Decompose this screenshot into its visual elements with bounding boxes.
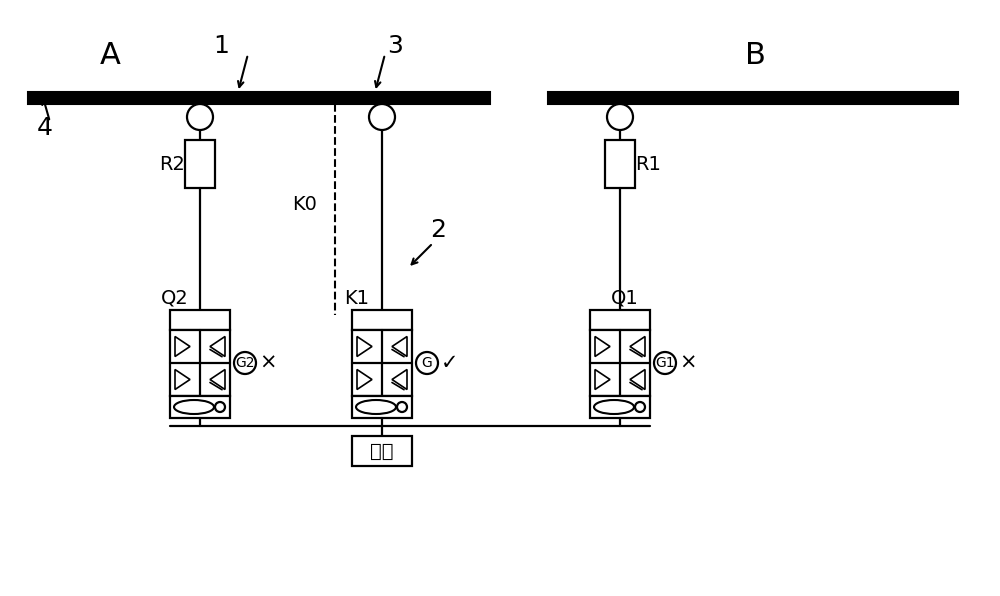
Text: Q1: Q1 [611, 288, 639, 308]
Bar [170, 396, 230, 418]
Circle shape [635, 402, 645, 412]
Bar [185, 140, 215, 188]
Circle shape [215, 402, 225, 412]
Text: B: B [745, 41, 765, 70]
Text: 1: 1 [213, 34, 229, 58]
Text: A: A [100, 41, 120, 70]
Polygon shape [595, 337, 610, 356]
Polygon shape [630, 337, 645, 356]
Bar [170, 330, 230, 396]
Ellipse shape [356, 400, 396, 414]
Bar [28, 92, 490, 104]
Text: R2: R2 [159, 154, 185, 173]
Bar [352, 436, 412, 466]
Polygon shape [210, 370, 225, 390]
Text: 负载: 负载 [370, 442, 394, 461]
Text: K0: K0 [293, 195, 317, 215]
Polygon shape [595, 370, 610, 390]
Circle shape [234, 352, 256, 374]
Bar [548, 92, 958, 104]
Text: ×: × [259, 353, 277, 373]
Polygon shape [357, 370, 372, 390]
Bar [170, 310, 230, 330]
Bar [352, 310, 412, 330]
Bar [590, 396, 650, 418]
Text: ✓: ✓ [441, 353, 459, 373]
Text: R1: R1 [635, 154, 661, 173]
Polygon shape [210, 337, 225, 356]
Circle shape [654, 352, 676, 374]
Circle shape [369, 104, 395, 130]
Polygon shape [357, 337, 372, 356]
Bar [590, 310, 650, 330]
Text: G2: G2 [235, 356, 255, 370]
Text: K1: K1 [344, 288, 370, 308]
Text: 3: 3 [387, 34, 403, 58]
Ellipse shape [174, 400, 214, 414]
Bar [590, 330, 650, 396]
Polygon shape [630, 370, 645, 390]
Text: ×: × [679, 353, 697, 373]
Circle shape [187, 104, 213, 130]
Bar [352, 330, 412, 396]
Circle shape [416, 352, 438, 374]
Text: G1: G1 [655, 356, 675, 370]
Polygon shape [175, 337, 190, 356]
Text: 4: 4 [37, 116, 53, 140]
Bar [605, 140, 635, 188]
Polygon shape [392, 370, 407, 390]
Ellipse shape [594, 400, 634, 414]
Polygon shape [392, 337, 407, 356]
Polygon shape [175, 370, 190, 390]
Text: Q2: Q2 [161, 288, 189, 308]
Text: 2: 2 [430, 218, 446, 242]
Circle shape [397, 402, 407, 412]
Bar [352, 396, 412, 418]
Text: G: G [422, 356, 432, 370]
Circle shape [607, 104, 633, 130]
